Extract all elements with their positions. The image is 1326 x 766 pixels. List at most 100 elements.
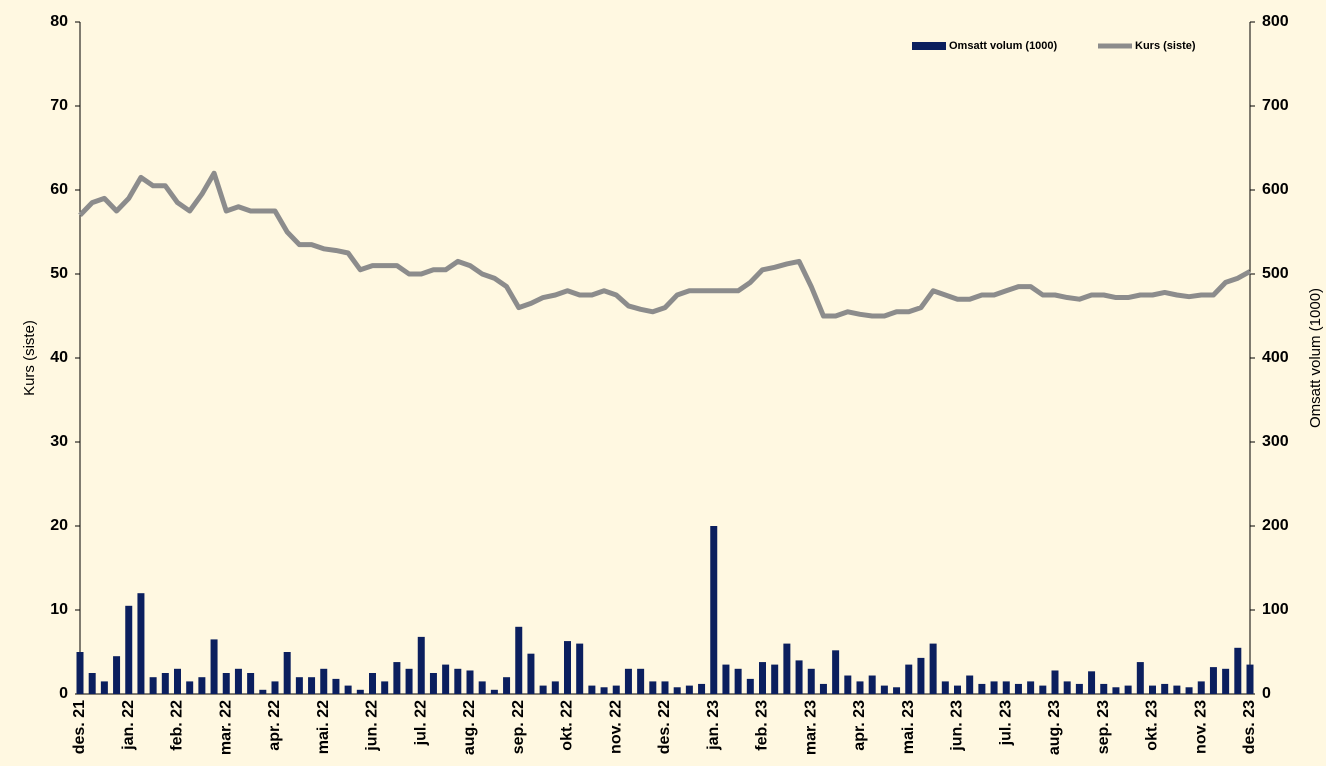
y-tick-label: 80 xyxy=(50,13,68,30)
bar xyxy=(113,656,121,694)
y-tick-label: 20 xyxy=(50,517,68,534)
x-tick-label: mai. 22 xyxy=(315,700,332,754)
y2-tick-label: 100 xyxy=(1262,601,1289,618)
bar xyxy=(612,685,620,694)
bar xyxy=(381,681,389,694)
bar xyxy=(759,662,766,694)
bar xyxy=(283,652,291,694)
bar xyxy=(503,677,511,694)
bar xyxy=(1149,685,1156,694)
bar xyxy=(100,681,108,694)
y2-tick-label: 800 xyxy=(1262,13,1289,30)
bar xyxy=(978,683,986,694)
y-tick-label: 0 xyxy=(59,685,68,702)
bar xyxy=(490,689,498,694)
bar xyxy=(564,641,571,694)
x-tick-label: apr. 23 xyxy=(851,700,868,751)
bar xyxy=(685,685,693,694)
bar xyxy=(539,685,547,694)
bar xyxy=(1246,664,1254,694)
bar xyxy=(308,677,316,694)
bar xyxy=(1197,681,1205,694)
bar xyxy=(1234,647,1242,694)
x-tick-label: jan. 23 xyxy=(705,700,722,751)
x-tick-label: jul. 23 xyxy=(997,700,1014,746)
bar xyxy=(356,689,364,694)
y2-tick-label: 0 xyxy=(1262,685,1271,702)
y-tick-label: 30 xyxy=(50,433,68,450)
x-tick-label: sep. 23 xyxy=(1095,700,1112,754)
bar xyxy=(442,664,450,694)
bar xyxy=(990,681,998,694)
bar xyxy=(941,681,949,694)
bar xyxy=(210,639,218,694)
y-axis-title: Kurs (siste) xyxy=(21,320,38,396)
bar xyxy=(698,683,706,694)
bar xyxy=(1185,687,1193,694)
bar xyxy=(637,668,645,694)
bar xyxy=(1027,681,1035,694)
bar xyxy=(174,668,181,694)
y2-tick-label: 700 xyxy=(1262,97,1289,114)
bar xyxy=(478,681,486,694)
x-tick-label: sep. 22 xyxy=(510,700,527,754)
bar xyxy=(149,677,157,694)
bar xyxy=(673,687,681,694)
bar xyxy=(125,605,133,694)
bar xyxy=(929,643,937,694)
y2-tick-label: 300 xyxy=(1262,433,1289,450)
x-tick-label: jun. 23 xyxy=(949,700,966,752)
bar xyxy=(954,685,961,694)
x-tick-label: nov. 23 xyxy=(1192,700,1209,754)
bar xyxy=(1136,662,1144,694)
bar xyxy=(515,626,523,694)
y-tick-label: 40 xyxy=(50,349,68,366)
x-tick-label: des. 22 xyxy=(656,700,673,754)
y2-tick-label: 500 xyxy=(1262,265,1289,282)
x-tick-label: apr. 22 xyxy=(266,700,283,751)
bar xyxy=(417,636,425,694)
bar xyxy=(1063,681,1071,694)
bar xyxy=(966,675,974,694)
bar xyxy=(783,643,791,694)
bar xyxy=(429,673,437,694)
bar xyxy=(271,681,279,694)
bar xyxy=(710,526,718,694)
bar xyxy=(868,675,876,694)
x-tick-label: jul. 22 xyxy=(412,700,429,746)
y-tick-label: 10 xyxy=(50,601,68,618)
bar xyxy=(1209,667,1217,694)
bar xyxy=(1124,685,1132,694)
x-tick-label: aug. 23 xyxy=(1046,700,1063,755)
x-tick-label: mar. 23 xyxy=(802,700,819,755)
x-tick-label: jun. 22 xyxy=(364,700,381,752)
bar xyxy=(88,673,96,694)
bar xyxy=(905,664,913,694)
bar xyxy=(466,670,474,694)
bar xyxy=(856,681,864,694)
bar xyxy=(649,681,657,694)
x-tick-label: jan. 22 xyxy=(120,700,137,751)
bar xyxy=(795,660,803,694)
bar xyxy=(551,681,559,694)
bar xyxy=(1088,671,1096,694)
bar xyxy=(405,668,413,694)
bar xyxy=(137,593,145,694)
bar xyxy=(1002,681,1010,694)
legend-label: Kurs (siste) xyxy=(1135,40,1196,52)
legend-label: Omsatt volum (1000) xyxy=(949,40,1058,52)
bar xyxy=(832,650,840,694)
bar xyxy=(247,673,255,694)
bar xyxy=(1161,683,1169,694)
bar xyxy=(893,687,901,694)
y-tick-label: 70 xyxy=(50,97,68,114)
bar xyxy=(76,652,84,694)
bar xyxy=(332,678,340,694)
bar xyxy=(1039,685,1047,694)
bar xyxy=(600,687,608,694)
x-tick-label: feb. 23 xyxy=(754,700,771,751)
bar xyxy=(1051,670,1059,694)
bar xyxy=(320,668,328,694)
bar xyxy=(844,675,852,694)
